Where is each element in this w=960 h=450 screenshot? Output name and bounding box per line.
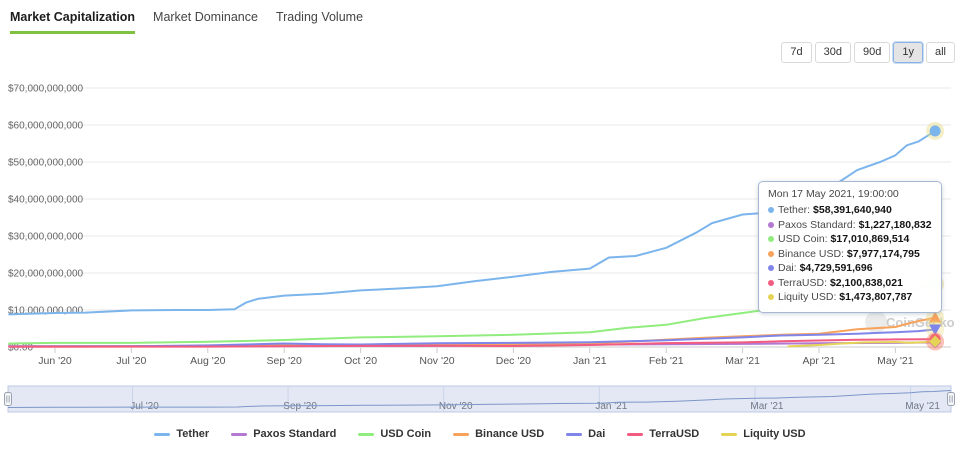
legend-color-dash [358, 432, 375, 436]
x-axis-label: Aug '20 [190, 355, 225, 367]
navigator-handle-left[interactable] [4, 392, 12, 406]
y-axis-label: $50,000,000,000 [8, 158, 84, 169]
legend-label: Paxos Standard [253, 428, 337, 440]
tooltip-value: $4,729,591,696 [799, 262, 873, 274]
navigator-handle-right[interactable] [947, 392, 955, 406]
x-axis-label: Jun '20 [38, 355, 72, 367]
series-marker-liquity-usd[interactable] [929, 335, 942, 348]
x-axis-label: Apr '21 [803, 355, 836, 367]
series-color-dot [768, 221, 774, 228]
series-color-dot [768, 236, 774, 242]
tooltip-header: Mon 17 May 2021, 19:00:00 [768, 188, 899, 200]
legend-item-dai[interactable]: Dai [566, 428, 605, 440]
series-marker-tether[interactable] [929, 125, 941, 137]
tooltip-row-binance-usd: Binance USD: $7,977,174,795 [768, 247, 932, 262]
y-axis-label: $30,000,000,000 [8, 232, 84, 243]
y-axis-label: $40,000,000,000 [8, 195, 84, 206]
series-line-dai[interactable] [8, 328, 937, 348]
y-axis-label: $20,000,000,000 [8, 269, 84, 280]
range-button-7d[interactable]: 7d [781, 42, 812, 63]
range-button-90d[interactable]: 90d [854, 42, 891, 63]
legend-color-dash [721, 432, 738, 436]
tooltip-row-paxos-standard: Paxos Standard: $1,227,180,832 [768, 218, 932, 233]
series-color-dot [768, 279, 774, 286]
tooltip-row-liquity-usd: Liquity USD: $1,473,807,787 [768, 290, 932, 305]
market-cap-chart[interactable]: CoinGecko$70,000,000,000$60,000,000,000$… [0, 0, 960, 420]
legend-label: USD Coin [380, 428, 432, 440]
legend-label: Dai [588, 428, 606, 440]
legend-label: Liquity USD [743, 428, 806, 440]
series-marker-binance-usd[interactable] [929, 311, 942, 323]
navigator-label: Nov '20 [439, 401, 473, 412]
chart-tabs: Market Capitalization Market Dominance T… [10, 6, 363, 34]
y-axis-label: $70,000,000,000 [8, 84, 84, 95]
x-axis-label: Jul '20 [116, 355, 146, 367]
legend-item-terrausd[interactable]: TerraUSD [627, 428, 699, 440]
series-line-tether[interactable] [8, 130, 937, 316]
navigator-label: Jan '21 [595, 401, 627, 412]
legend-label: Tether [176, 428, 210, 440]
tooltip-value: $7,977,174,795 [846, 247, 920, 260]
series-color-dot [768, 250, 774, 257]
coingecko-logo-watermark [865, 311, 887, 333]
navigator-label: May '21 [905, 401, 940, 412]
x-axis-label: Oct '20 [344, 355, 377, 367]
tooltip-row-usd-coin: USD Coin: $17,010,869,514 [768, 232, 932, 247]
legend-label: TerraUSD [649, 428, 700, 440]
legend-color-dash [566, 432, 583, 436]
legend-item-liquity-usd[interactable]: Liquity USD [721, 428, 806, 440]
y-axis-label: $60,000,000,000 [8, 121, 84, 132]
range-button-all[interactable]: all [925, 42, 955, 63]
x-axis-label: Dec '20 [496, 355, 531, 367]
legend-item-tether[interactable]: Tether [154, 428, 209, 440]
tooltip-row-terrausd: TerraUSD: $2,100,838,021 [768, 276, 932, 291]
legend-item-paxos-standard[interactable]: Paxos Standard [231, 428, 336, 440]
series-color-dot [768, 265, 774, 271]
legend-item-usd-coin[interactable]: USD Coin [358, 428, 431, 440]
x-axis-label: Jan '21 [573, 355, 607, 367]
tooltip-value: $1,227,180,832 [858, 218, 932, 231]
x-axis-label: Feb '21 [649, 355, 684, 367]
x-axis-label: Sep '20 [267, 355, 302, 367]
legend-color-dash [154, 432, 171, 436]
x-axis-label: Mar '21 [725, 355, 760, 367]
legend-color-dash [627, 432, 644, 436]
y-axis-label: $0.00 [8, 343, 33, 354]
series-marker-dai[interactable] [929, 324, 942, 336]
navigator-label: Mar '21 [750, 401, 783, 412]
range-button-1y[interactable]: 1y [893, 42, 923, 63]
series-line-terrausd[interactable] [8, 338, 937, 348]
legend-color-dash [231, 432, 248, 436]
legend-label: Binance USD [475, 428, 545, 440]
chart-legend: Tether Paxos Standard USD Coin Binance USD D… [0, 428, 960, 440]
navigator-label: Jul '20 [130, 401, 159, 412]
tooltip-value: $2,100,838,021 [829, 276, 903, 289]
tab-trading-volume[interactable]: Trading Volume [275, 10, 364, 24]
tooltip: Mon 17 May 2021, 19:00:00 Tether: $58,39… [758, 181, 942, 313]
legend-item-binance-usd[interactable]: Binance USD [453, 428, 544, 440]
tooltip-value: $17,010,869,514 [830, 233, 910, 245]
series-color-dot [768, 207, 774, 213]
legend-color-dash [453, 432, 470, 436]
tooltip-value: $58,391,640,940 [813, 204, 892, 216]
x-axis-label: Nov '20 [419, 355, 454, 367]
tooltip-row-dai: Dai: $4,729,591,696 [768, 261, 932, 276]
x-axis-label: May '21 [877, 355, 914, 367]
y-axis-label: $10,000,000,000 [8, 306, 84, 317]
tab-market-dominance[interactable]: Market Dominance [153, 10, 258, 24]
series-color-dot [768, 294, 774, 300]
tab-market-capitalization[interactable]: Market Capitalization [10, 6, 136, 34]
tooltip-row-tether: Tether: $58,391,640,940 [768, 203, 932, 218]
navigator-series-line [7, 390, 952, 408]
navigator-label: Sep '20 [283, 401, 317, 412]
series-line-liquity-usd[interactable] [787, 340, 937, 348]
tooltip-value: $1,473,807,787 [839, 291, 913, 303]
navigator-track[interactable] [7, 385, 952, 413]
range-button-30d[interactable]: 30d [814, 42, 851, 63]
range-selector: 7d 30d 90d 1y all [781, 42, 955, 63]
